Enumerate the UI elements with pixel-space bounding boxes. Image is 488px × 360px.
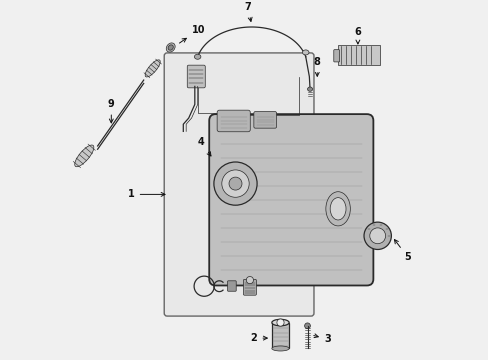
FancyBboxPatch shape: [253, 112, 276, 128]
Ellipse shape: [75, 145, 94, 167]
Text: 4: 4: [198, 137, 210, 156]
Text: 10: 10: [179, 24, 205, 43]
FancyBboxPatch shape: [271, 323, 288, 348]
Circle shape: [213, 162, 257, 205]
Ellipse shape: [168, 45, 173, 50]
Ellipse shape: [271, 346, 288, 351]
Ellipse shape: [329, 198, 346, 220]
Ellipse shape: [166, 43, 175, 52]
Circle shape: [228, 177, 242, 190]
Ellipse shape: [325, 192, 349, 226]
Circle shape: [246, 276, 253, 284]
FancyBboxPatch shape: [333, 50, 339, 62]
Ellipse shape: [304, 323, 310, 329]
FancyBboxPatch shape: [243, 279, 256, 295]
FancyBboxPatch shape: [209, 114, 373, 285]
Circle shape: [363, 222, 390, 249]
Text: 1: 1: [128, 189, 164, 199]
Ellipse shape: [307, 87, 312, 91]
Ellipse shape: [271, 319, 288, 326]
Text: 5: 5: [394, 240, 410, 262]
Text: 9: 9: [108, 99, 115, 123]
FancyBboxPatch shape: [337, 45, 379, 65]
Text: 2: 2: [250, 333, 267, 343]
Text: 8: 8: [313, 57, 320, 76]
FancyBboxPatch shape: [187, 65, 205, 88]
Circle shape: [276, 319, 284, 326]
FancyBboxPatch shape: [164, 53, 313, 316]
Ellipse shape: [194, 54, 201, 59]
Text: 3: 3: [313, 334, 331, 345]
FancyBboxPatch shape: [227, 281, 236, 291]
Text: 7: 7: [244, 2, 252, 21]
Ellipse shape: [302, 50, 308, 55]
Ellipse shape: [145, 60, 160, 77]
FancyBboxPatch shape: [217, 110, 250, 132]
Text: 6: 6: [354, 27, 361, 44]
Circle shape: [369, 228, 385, 244]
Circle shape: [222, 170, 249, 197]
